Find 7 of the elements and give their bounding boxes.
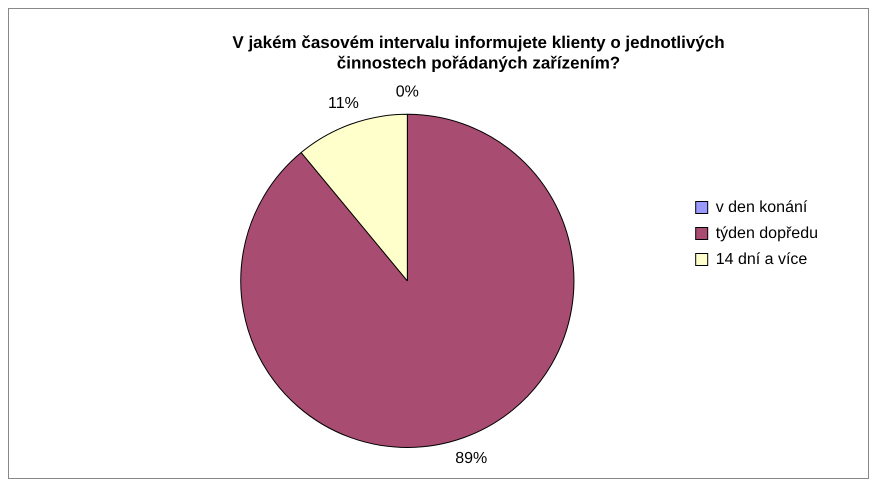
- data-label: 11%: [328, 94, 359, 112]
- legend-label: v den konání: [716, 198, 808, 216]
- chart-title: V jakém časovém intervalu informujete klienty o jednotlivých činnostech pořádaných zařízením?: [232, 32, 725, 72]
- legend-label: 14 dní a více: [716, 250, 808, 268]
- legend-label: týden dopředu: [716, 224, 818, 242]
- text: 0%: [396, 84, 419, 101]
- data-label: 89%: [455, 450, 488, 467]
